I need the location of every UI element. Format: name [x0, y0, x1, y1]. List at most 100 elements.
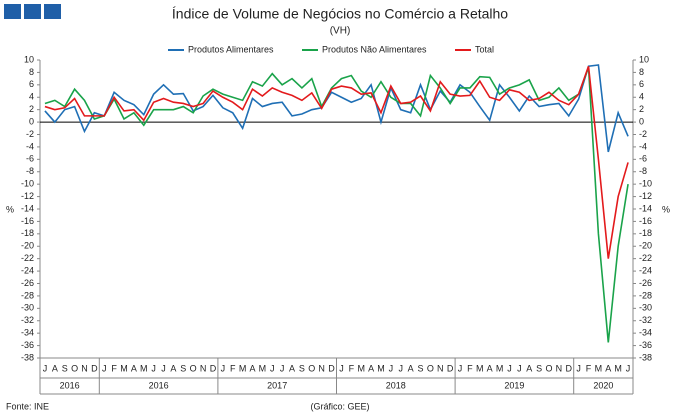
x-tick-label: M — [140, 363, 148, 373]
x-tick-label: O — [71, 363, 78, 373]
y-tick-label: 8 — [29, 67, 34, 77]
y-tick-label: -10 — [21, 179, 34, 189]
legend-label: Produtos Alimentares — [188, 44, 274, 54]
x-tick-label: A — [605, 363, 611, 373]
x-tick-label: A — [52, 363, 58, 373]
y2-tick-label: -6 — [639, 154, 647, 164]
y2-tick-label: -14 — [639, 203, 652, 213]
y2-tick-label: 10 — [639, 54, 649, 64]
x-tick-label: J — [43, 363, 48, 373]
x-tick-label: M — [614, 363, 622, 373]
x-tick-label: F — [230, 363, 236, 373]
x-group-label: 2016 — [60, 380, 80, 390]
y-tick-label: -30 — [21, 303, 34, 313]
x-tick-label: O — [190, 363, 197, 373]
y2-axis-label: % — [662, 204, 670, 214]
x-tick-label: J — [221, 363, 226, 373]
x-tick-label: J — [151, 363, 156, 373]
x-tick-label: J — [102, 363, 107, 373]
y-tick-label: -20 — [21, 241, 34, 251]
y-tick-label: -36 — [21, 340, 34, 350]
x-group-label: 2016 — [149, 380, 169, 390]
y2-tick-label: -36 — [639, 340, 652, 350]
y2-tick-label: -2 — [639, 129, 647, 139]
y2-tick-label: -16 — [639, 216, 652, 226]
x-tick-label: J — [576, 363, 581, 373]
x-tick-label: M — [259, 363, 267, 373]
x-tick-label: J — [161, 363, 166, 373]
y-tick-label: -2 — [26, 129, 34, 139]
x-tick-label: M — [496, 363, 504, 373]
y-tick-label: -26 — [21, 278, 34, 288]
x-tick-label: J — [626, 363, 631, 373]
y2-tick-label: -26 — [639, 278, 652, 288]
x-tick-label: J — [517, 363, 522, 373]
y2-tick-label: -28 — [639, 290, 652, 300]
x-tick-label: N — [318, 363, 325, 373]
y-axis-label: % — [6, 204, 14, 214]
x-group-label: 2017 — [267, 380, 287, 390]
y-tick-label: 2 — [29, 104, 34, 114]
x-tick-label: F — [349, 363, 355, 373]
x-tick-label: M — [120, 363, 128, 373]
legend-label: Produtos Não Alimentares — [322, 44, 427, 54]
y-tick-label: -38 — [21, 352, 34, 362]
y-tick-label: -28 — [21, 290, 34, 300]
y2-tick-label: -32 — [639, 315, 652, 325]
x-tick-label: S — [536, 363, 542, 373]
x-tick-label: S — [299, 363, 305, 373]
x-tick-label: A — [249, 363, 255, 373]
x-tick-label: J — [458, 363, 463, 373]
x-tick-label: S — [418, 363, 424, 373]
x-tick-label: A — [526, 363, 532, 373]
credit: (Gráfico: GEE) — [310, 401, 369, 411]
series-line — [44, 67, 629, 343]
x-tick-label: M — [357, 363, 365, 373]
y-tick-label: -24 — [21, 265, 34, 275]
x-group-label: 2018 — [386, 380, 406, 390]
x-group-label: 2020 — [593, 380, 613, 390]
y-tick-label: -12 — [21, 191, 34, 201]
chart-subtitle: (VH) — [330, 26, 351, 37]
x-tick-label: F — [111, 363, 117, 373]
x-tick-label: O — [427, 363, 434, 373]
x-tick-label: A — [368, 363, 374, 373]
x-tick-label: J — [270, 363, 275, 373]
y-tick-label: 0 — [29, 116, 34, 126]
x-tick-label: A — [170, 363, 176, 373]
y2-tick-label: -22 — [639, 253, 652, 263]
y-tick-label: -32 — [21, 315, 34, 325]
y-tick-label: 6 — [29, 79, 34, 89]
x-tick-label: O — [545, 363, 552, 373]
y2-tick-label: -18 — [639, 228, 652, 238]
x-tick-label: S — [62, 363, 68, 373]
y-tick-label: -6 — [26, 154, 34, 164]
x-tick-label: A — [408, 363, 414, 373]
y2-tick-label: 8 — [639, 67, 644, 77]
y-tick-label: 4 — [29, 92, 34, 102]
x-tick-label: N — [556, 363, 563, 373]
x-tick-label: N — [200, 363, 207, 373]
x-tick-label: O — [308, 363, 315, 373]
x-group-label: 2019 — [504, 380, 524, 390]
y2-tick-label: 6 — [639, 79, 644, 89]
series-line — [44, 64, 629, 153]
x-tick-label: M — [239, 363, 247, 373]
x-tick-label: D — [447, 363, 454, 373]
y2-tick-label: -10 — [639, 179, 652, 189]
y-tick-label: -8 — [26, 166, 34, 176]
x-tick-label: N — [437, 363, 444, 373]
y-tick-label: 10 — [24, 54, 34, 64]
x-tick-label: F — [586, 363, 592, 373]
y2-tick-label: 2 — [639, 104, 644, 114]
y-tick-label: -18 — [21, 228, 34, 238]
x-tick-label: D — [210, 363, 217, 373]
x-tick-label: D — [566, 363, 573, 373]
x-tick-label: A — [487, 363, 493, 373]
y2-tick-label: -8 — [639, 166, 647, 176]
y2-tick-label: -38 — [639, 352, 652, 362]
x-tick-label: M — [476, 363, 484, 373]
y2-tick-label: -24 — [639, 265, 652, 275]
y-tick-label: -16 — [21, 216, 34, 226]
